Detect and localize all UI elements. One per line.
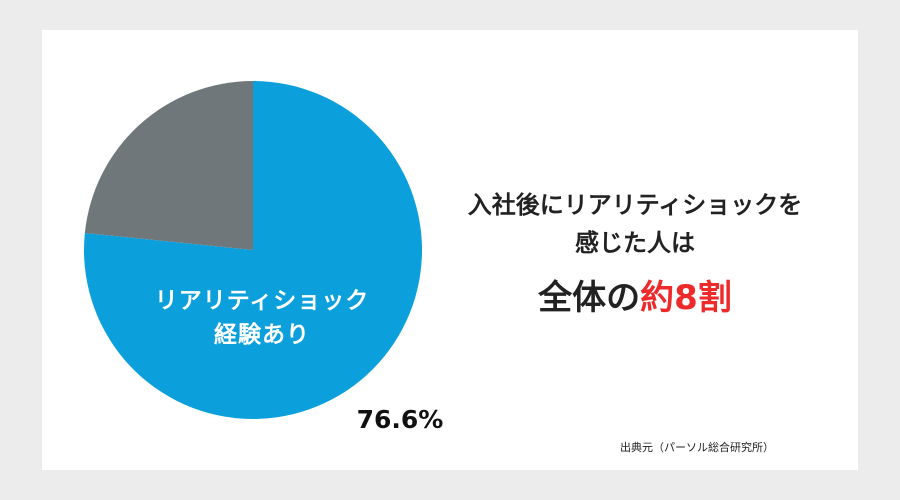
pie-slice — [84, 81, 422, 420]
headline-lead: 全体の — [538, 278, 641, 318]
pie-slice — [84, 81, 254, 250]
slice-label: リアリティショック 経験あり — [154, 288, 370, 348]
title: 入社後にリアリティショックを 感じた人は — [467, 191, 803, 257]
source: 出典元（パーソル総合研究所） — [620, 441, 774, 454]
headline: 全体の約8割 — [420, 270, 850, 319]
headline-emphasis: 約8割 — [640, 278, 732, 318]
value-label: 76.6% — [356, 405, 444, 434]
